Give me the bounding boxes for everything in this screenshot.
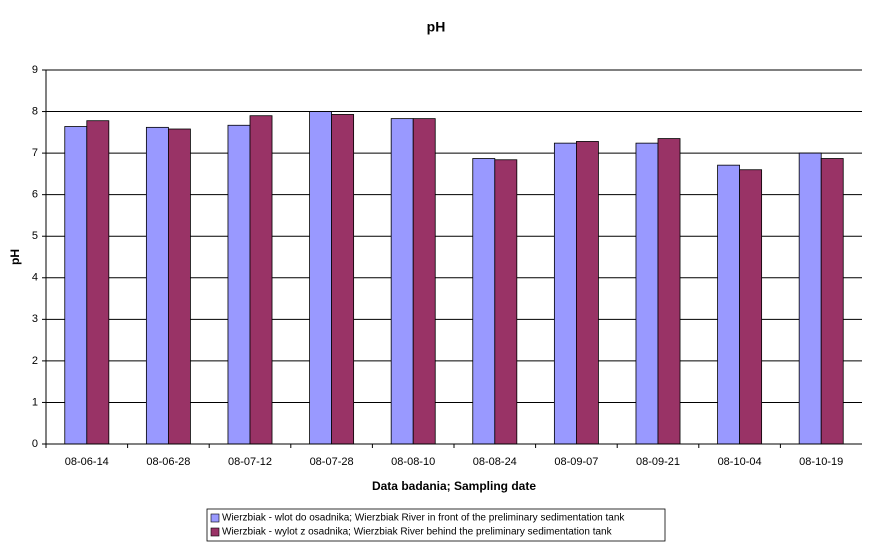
y-tick-label: 1 [32,396,38,408]
x-tick-label: 08-10-04 [718,456,762,468]
bar [657,138,681,445]
legend-swatch [210,527,220,537]
bar [739,169,763,445]
bar [472,158,496,445]
bar [820,158,844,445]
chart-title: pH [427,19,446,35]
legend-label: Wierzbiak - wlot do osadnika; Wierzbiak … [222,513,625,524]
y-tick-label: 8 [32,105,38,117]
y-tick-label: 3 [32,313,38,325]
y-tick-label: 6 [32,189,38,201]
x-tick-label: 08-08-10 [391,456,435,468]
bar [145,126,169,445]
y-axis-title: pH [8,249,22,265]
bar [798,152,822,445]
legend-label: Wierzbiak - wylot z osadnika; Wierzbiak … [222,527,613,538]
bar [635,142,659,445]
x-tick-label: 08-10-19 [799,456,843,468]
bar [717,164,740,445]
legend-swatch [210,513,220,523]
y-tick-label: 0 [32,438,38,450]
bar [412,118,436,445]
x-tick-label: 08-07-12 [228,456,272,468]
legend-box [206,508,666,542]
y-tick-label: 4 [32,272,38,284]
x-tick-label: 08-09-21 [636,456,680,468]
bar [167,128,191,445]
x-axis-title: Data badania; Sampling date [372,479,536,493]
bar [86,120,110,445]
y-tick-label: 7 [32,147,38,159]
bar [390,118,414,445]
bar [494,159,518,445]
bar [576,141,599,445]
y-tick-label: 5 [32,230,38,242]
x-tick-label: 08-06-28 [146,456,190,468]
x-tick-label: 08-08-24 [473,456,517,468]
bar [249,115,273,445]
bar [64,126,88,445]
x-tick-label: 08-06-14 [65,456,109,468]
bar [331,114,355,445]
bar [553,142,577,445]
y-tick-label: 2 [32,355,38,367]
bar [309,111,332,445]
bar [227,124,251,445]
x-tick-label: 08-07-28 [310,456,354,468]
y-tick-label: 9 [32,64,38,76]
x-tick-label: 08-09-07 [554,456,598,468]
